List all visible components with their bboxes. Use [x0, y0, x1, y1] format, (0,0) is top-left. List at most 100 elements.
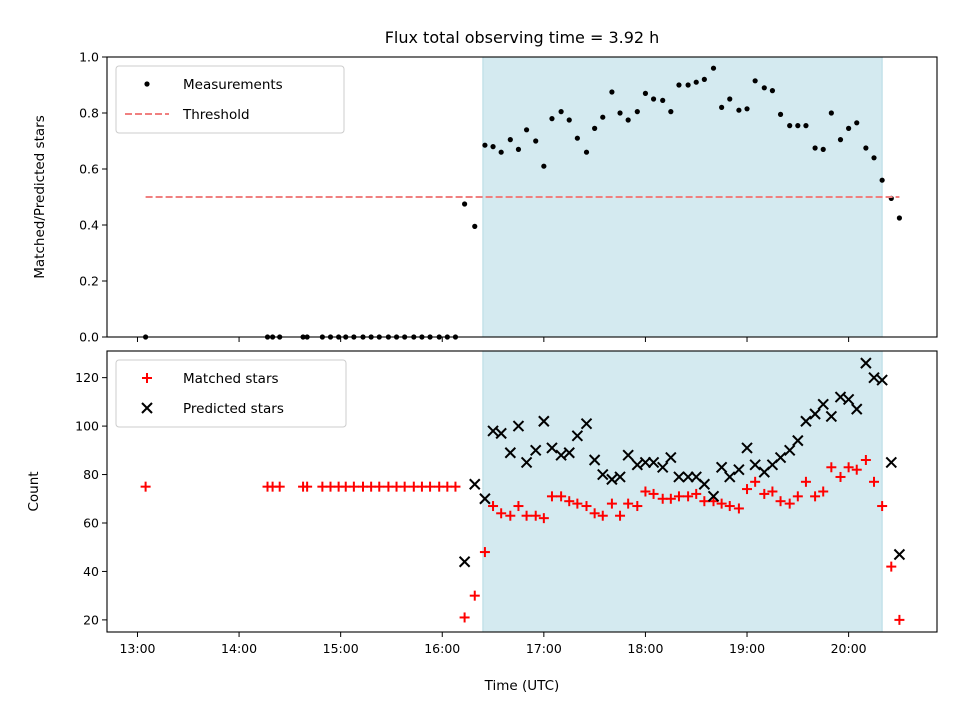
data-point [650, 96, 657, 102]
data-point [615, 510, 626, 521]
data-point [399, 481, 410, 492]
data-point [835, 471, 846, 482]
data-point [566, 117, 572, 123]
legend-label: Matched stars [183, 371, 279, 387]
data-point [879, 177, 885, 183]
x-tick-label: 17:00 [526, 641, 562, 656]
data-point [668, 109, 674, 115]
data-point [642, 90, 649, 96]
data-point [710, 65, 717, 71]
data-point [450, 481, 461, 492]
axes-frame [106, 56, 938, 338]
y-tick-label: 0.0 [79, 330, 99, 345]
data-point [425, 481, 436, 492]
data-point [719, 104, 725, 110]
data-point [733, 463, 745, 476]
data-point [530, 510, 541, 521]
data-point [691, 488, 702, 499]
x-tick-label: 15:00 [323, 641, 359, 656]
y-tick-label: 40 [83, 564, 99, 579]
data-point [752, 78, 758, 84]
data-point [538, 415, 550, 427]
data-point [810, 491, 821, 502]
data-point [623, 498, 634, 509]
data-point [825, 410, 838, 423]
data-point [583, 149, 590, 155]
data-point [588, 454, 601, 466]
data-point [893, 548, 906, 561]
data-point [469, 478, 481, 490]
data-point [487, 425, 499, 437]
data-point [606, 473, 618, 486]
data-point [546, 491, 557, 502]
data-point [871, 155, 877, 161]
data-point [581, 501, 592, 512]
top-panel-ratio: 0.0 0.2 0.4 0.6 0.8 1.0 Matched/Predicted star… [32, 50, 938, 345]
data-point [886, 561, 897, 572]
data-point [809, 408, 821, 420]
data-point [592, 125, 598, 131]
data-point [647, 456, 660, 469]
data-point [842, 393, 855, 406]
data-point [558, 109, 564, 115]
y-tick-label: 20 [83, 612, 99, 627]
legend-swatch [141, 402, 153, 414]
data-point [727, 96, 733, 102]
data-point [546, 442, 558, 454]
data-point [580, 417, 593, 430]
data-point [715, 461, 728, 473]
data-point [724, 501, 735, 512]
data-point [851, 464, 862, 475]
legend-swatch [144, 81, 150, 87]
chart-title: Flux total observing time = 3.92 h [385, 28, 660, 47]
y-tick-label: 60 [83, 515, 99, 530]
axes-frame [106, 350, 938, 633]
data-point [777, 111, 784, 117]
y-tick-label: 1.0 [79, 50, 99, 65]
data-point [749, 459, 761, 471]
data-point [769, 88, 776, 94]
data-point [826, 462, 837, 473]
data-point [698, 478, 711, 490]
data-point [639, 456, 652, 469]
data-point [741, 442, 753, 454]
data-point [530, 444, 542, 457]
data-point [348, 481, 359, 492]
data-point [462, 201, 468, 207]
x-tick-label: 20:00 [831, 641, 867, 656]
data-point [699, 496, 710, 507]
data-point [775, 496, 786, 507]
y-tick-label: 0.6 [79, 162, 99, 177]
data-point [744, 106, 750, 112]
data-point [549, 116, 555, 122]
data-point [673, 471, 685, 483]
data-point [533, 138, 539, 144]
data-point [482, 142, 488, 148]
data-point [774, 451, 787, 464]
x-tick-label: 19:00 [729, 641, 765, 656]
data-point [843, 462, 854, 473]
y-tick-label: 120 [75, 370, 99, 385]
data-point [574, 135, 580, 141]
data-point [818, 486, 829, 497]
data-point [685, 82, 691, 88]
data-point [761, 85, 767, 91]
data-point [750, 476, 761, 487]
data-point [733, 503, 744, 514]
data-point [520, 456, 533, 469]
legend-box [115, 65, 345, 134]
data-point [736, 107, 742, 113]
x-tick-label: 14:00 [221, 641, 257, 656]
data-point [472, 223, 478, 229]
data-point [609, 89, 615, 95]
data-point [787, 123, 793, 129]
data-point [632, 501, 643, 512]
legend-swatch [142, 373, 152, 383]
data-point [600, 114, 606, 120]
data-point [625, 117, 631, 123]
data-point [792, 491, 803, 502]
data-point [683, 491, 694, 502]
data-point [564, 496, 575, 507]
data-point [701, 76, 707, 82]
